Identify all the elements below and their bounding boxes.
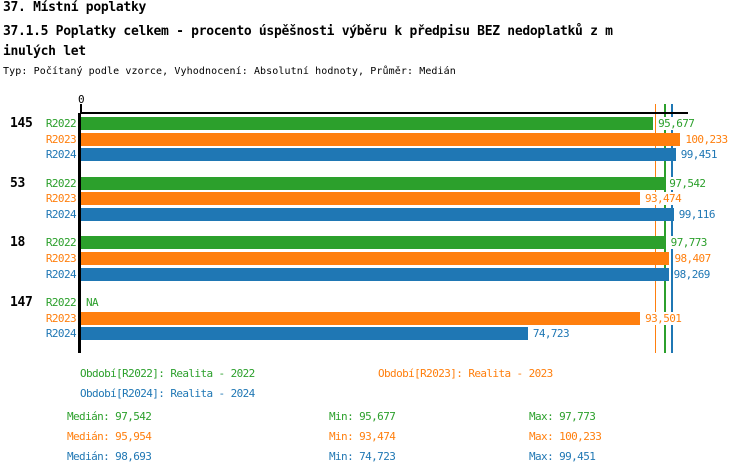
stat-median-R2024: Medián: 98,693 (67, 450, 152, 463)
series-label: R2024 (45, 268, 77, 281)
bar-value-label: 93,501 (644, 312, 683, 325)
page-subtitle: Typ: Počítaný podle vzorce, Vyhodnocení:… (3, 66, 456, 77)
bar-value-label: 100,233 (684, 133, 729, 146)
median-line-R2024 (671, 104, 673, 353)
group-label: 147 (10, 295, 33, 311)
group-label: 53 (10, 175, 26, 191)
bar-value-label: 99,116 (677, 208, 716, 221)
legend-item-R2023: Období[R2023]: Realita - 2023 (378, 367, 553, 380)
bar (81, 117, 654, 130)
series-label: R2022 (45, 177, 77, 190)
bar (81, 208, 674, 221)
series-label: R2022 (45, 296, 77, 309)
bar (81, 312, 641, 325)
bar-value-label: 98,407 (673, 252, 712, 265)
page-title-line2: 37.1.5 Poplatky celkem - procento úspěšn… (3, 24, 613, 39)
series-label: R2023 (45, 252, 77, 265)
x-axis-zero-label: 0 (77, 93, 85, 106)
bar (81, 148, 676, 161)
stat-max-R2022: Max: 97,773 (529, 410, 596, 423)
bar (81, 236, 666, 249)
series-label: R2022 (45, 236, 77, 249)
bar (81, 327, 528, 340)
bar-value-label: 74,723 (531, 327, 570, 340)
stat-min-R2022: Min: 95,677 (329, 410, 396, 423)
stat-max-R2023: Max: 100,233 (529, 430, 602, 443)
bar (81, 252, 670, 265)
bar (81, 192, 640, 205)
bar (81, 177, 665, 190)
bar-value-label: 97,773 (669, 236, 708, 249)
series-label: R2024 (45, 208, 77, 221)
stat-median-R2022: Medián: 97,542 (67, 410, 152, 423)
bar (81, 133, 681, 146)
series-label: R2023 (45, 312, 77, 325)
bar-value-label: 97,542 (668, 177, 707, 190)
bar-value-label: 95,677 (657, 117, 696, 130)
series-label: R2022 (45, 117, 77, 130)
bar-na-label: NA (85, 296, 100, 309)
y-axis-line (78, 113, 81, 353)
bar-value-label: 93,474 (643, 192, 683, 205)
legend-item-R2024: Období[R2024]: Realita - 2024 (80, 387, 255, 400)
median-line-R2022 (664, 104, 666, 353)
series-label: R2024 (45, 148, 77, 161)
legend-item-R2022: Období[R2022]: Realita - 2022 (80, 367, 255, 380)
bar-value-label: 98,269 (672, 268, 711, 281)
series-label: R2024 (45, 327, 77, 340)
group-label: 145 (10, 116, 33, 131)
stat-median-R2023: Medián: 95,954 (67, 430, 152, 443)
x-axis-top-line (81, 112, 688, 114)
median-line-R2023 (654, 104, 657, 353)
stat-max-R2024: Max: 99,451 (529, 450, 596, 463)
stat-min-R2024: Min: 74,723 (329, 450, 396, 463)
x-axis-zero-tick (80, 104, 82, 113)
page-title-line3: inulých let (3, 44, 86, 59)
group-label: 18 (10, 235, 26, 251)
page-title-line1: 37. Místní poplatky (3, 0, 147, 15)
bar (81, 268, 669, 281)
bar-value-label: 99,451 (679, 148, 718, 161)
stat-min-R2023: Min: 93,474 (329, 430, 396, 443)
series-label: R2023 (45, 133, 77, 146)
series-label: R2023 (45, 192, 77, 205)
